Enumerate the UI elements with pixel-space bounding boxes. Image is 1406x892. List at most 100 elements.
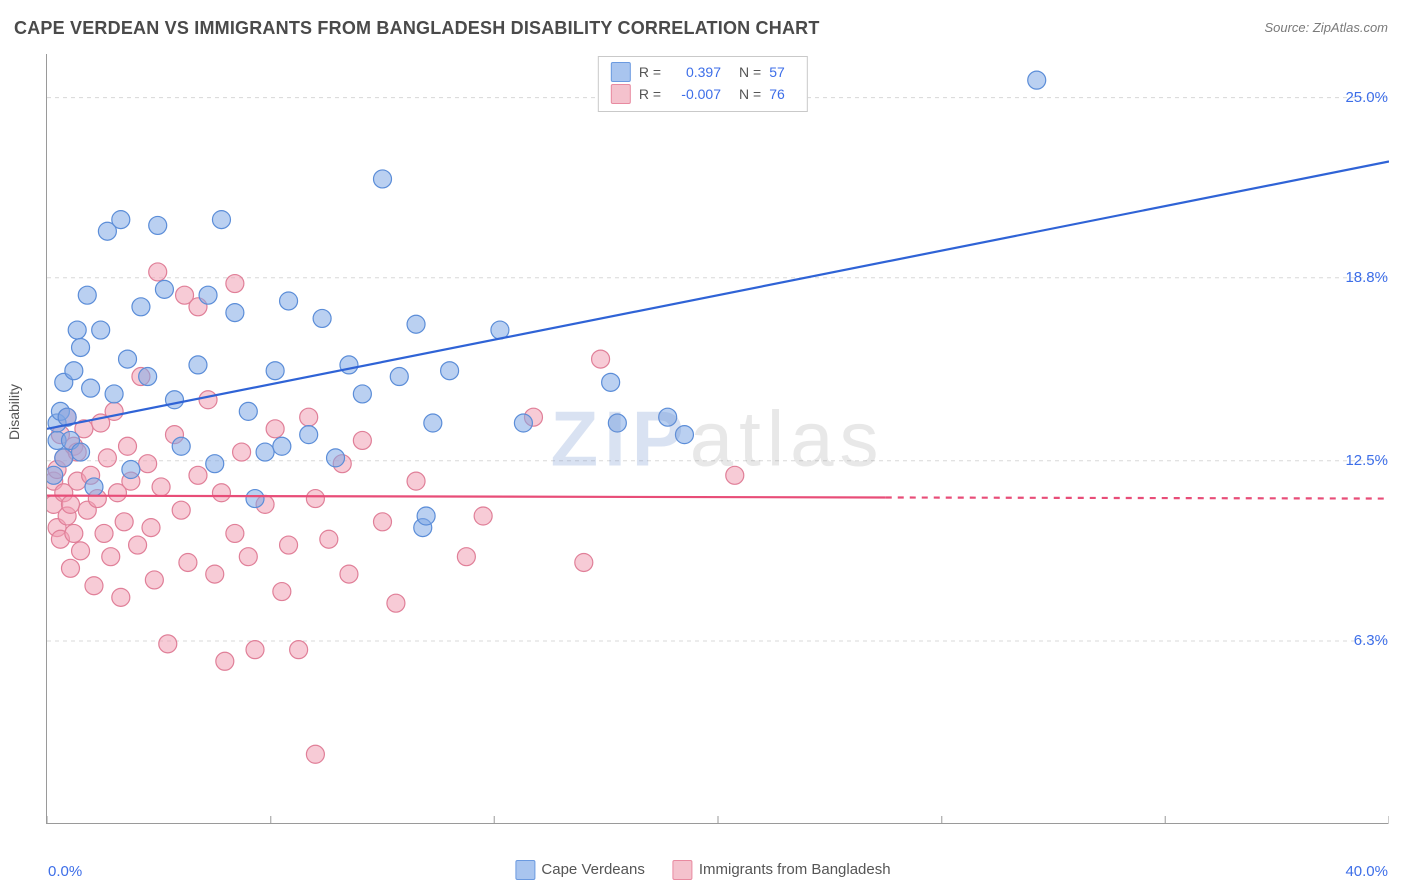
cape-verdeans-point: [266, 362, 284, 380]
bangladesh-point: [119, 437, 137, 455]
series-legend-item: Cape Verdeans: [515, 860, 644, 880]
cape-verdeans-point: [407, 315, 425, 333]
bangladesh-point: [726, 466, 744, 484]
legend-swatch: [611, 62, 631, 82]
bangladesh-point: [457, 548, 475, 566]
cape-verdeans-point: [139, 368, 157, 386]
bangladesh-point: [300, 408, 318, 426]
cape-verdeans-point: [65, 362, 83, 380]
cape-verdeans-point: [82, 379, 100, 397]
cape-verdeans-point: [122, 461, 140, 479]
legend-swatch: [611, 84, 631, 104]
bangladesh-point: [273, 583, 291, 601]
bangladesh-point: [575, 553, 593, 571]
cape-verdeans-point: [340, 356, 358, 374]
y-tick-label: 18.8%: [1345, 269, 1388, 286]
bangladesh-point: [239, 548, 257, 566]
bangladesh-point: [95, 524, 113, 542]
cape-verdeans-point: [675, 426, 693, 444]
cape-verdeans-point: [149, 216, 167, 234]
cape-verdeans-point: [608, 414, 626, 432]
bangladesh-point: [353, 431, 371, 449]
r-value: -0.007: [669, 83, 721, 105]
bangladesh-point: [112, 588, 130, 606]
bangladesh-point: [142, 519, 160, 537]
bangladesh-point: [139, 455, 157, 473]
cape-verdeans-point: [85, 478, 103, 496]
cape-verdeans-point: [47, 466, 63, 484]
bangladesh-point: [387, 594, 405, 612]
legend-swatch: [673, 860, 693, 880]
bangladesh-regression-ext: [886, 497, 1389, 498]
cape-verdeans-point: [105, 385, 123, 403]
cape-verdeans-point: [280, 292, 298, 310]
cape-verdeans-regression: [47, 162, 1389, 429]
bangladesh-point: [407, 472, 425, 490]
correlation-legend-row: R =0.397N =57: [611, 61, 795, 83]
series-legend: Cape Verdeans Immigrants from Bangladesh: [515, 860, 890, 880]
n-value: 57: [769, 61, 795, 83]
r-value: 0.397: [669, 61, 721, 83]
bangladesh-point: [65, 524, 83, 542]
cape-verdeans-point: [72, 338, 90, 356]
n-label: N =: [739, 61, 761, 83]
bangladesh-point: [306, 745, 324, 763]
bangladesh-point: [212, 484, 230, 502]
x-axis-max-label: 40.0%: [1345, 863, 1388, 880]
n-value: 76: [769, 83, 795, 105]
cape-verdeans-point: [132, 298, 150, 316]
bangladesh-point: [199, 391, 217, 409]
bangladesh-point: [320, 530, 338, 548]
series-legend-item: Immigrants from Bangladesh: [673, 860, 891, 880]
bangladesh-point: [145, 571, 163, 589]
cape-verdeans-point: [1028, 71, 1046, 89]
cape-verdeans-point: [313, 309, 331, 327]
cape-verdeans-point: [55, 449, 73, 467]
bangladesh-point: [233, 443, 251, 461]
y-tick-label: 25.0%: [1345, 89, 1388, 106]
bangladesh-point: [129, 536, 147, 554]
bangladesh-point: [280, 536, 298, 554]
bangladesh-point: [102, 548, 120, 566]
correlation-legend-row: R =-0.007N =76: [611, 83, 795, 105]
bangladesh-point: [61, 495, 79, 513]
bangladesh-point: [72, 542, 90, 560]
correlation-legend: R =0.397N =57R =-0.007N =76: [598, 56, 808, 112]
bangladesh-point: [149, 263, 167, 281]
bangladesh-point: [226, 524, 244, 542]
x-axis-min-label: 0.0%: [48, 863, 82, 880]
n-label: N =: [739, 83, 761, 105]
cape-verdeans-point: [514, 414, 532, 432]
source-attribution: Source: ZipAtlas.com: [1264, 20, 1388, 35]
chart-title: CAPE VERDEAN VS IMMIGRANTS FROM BANGLADE…: [14, 18, 820, 39]
cape-verdeans-point: [119, 350, 137, 368]
cape-verdeans-point: [417, 507, 435, 525]
bangladesh-point: [98, 449, 116, 467]
bangladesh-point: [306, 490, 324, 508]
bangladesh-point: [189, 466, 207, 484]
legend-label: Cape Verdeans: [541, 861, 644, 878]
cape-verdeans-point: [206, 455, 224, 473]
cape-verdeans-point: [273, 437, 291, 455]
cape-verdeans-point: [602, 373, 620, 391]
cape-verdeans-point: [424, 414, 442, 432]
bangladesh-point: [226, 275, 244, 293]
y-tick-label: 6.3%: [1354, 632, 1388, 649]
cape-verdeans-point: [172, 437, 190, 455]
cape-verdeans-point: [390, 368, 408, 386]
plot-area: ZIPatlas: [46, 54, 1388, 824]
bangladesh-point: [340, 565, 358, 583]
bangladesh-point: [266, 420, 284, 438]
bangladesh-point: [61, 559, 79, 577]
bangladesh-point: [592, 350, 610, 368]
bangladesh-point: [85, 577, 103, 595]
cape-verdeans-point: [68, 321, 86, 339]
bangladesh-point: [474, 507, 492, 525]
bangladesh-point: [159, 635, 177, 653]
y-tick-label: 12.5%: [1345, 452, 1388, 469]
bangladesh-point: [172, 501, 190, 519]
cape-verdeans-point: [239, 402, 257, 420]
bangladesh-point: [179, 553, 197, 571]
cape-verdeans-point: [353, 385, 371, 403]
chart-svg: [47, 54, 1389, 824]
